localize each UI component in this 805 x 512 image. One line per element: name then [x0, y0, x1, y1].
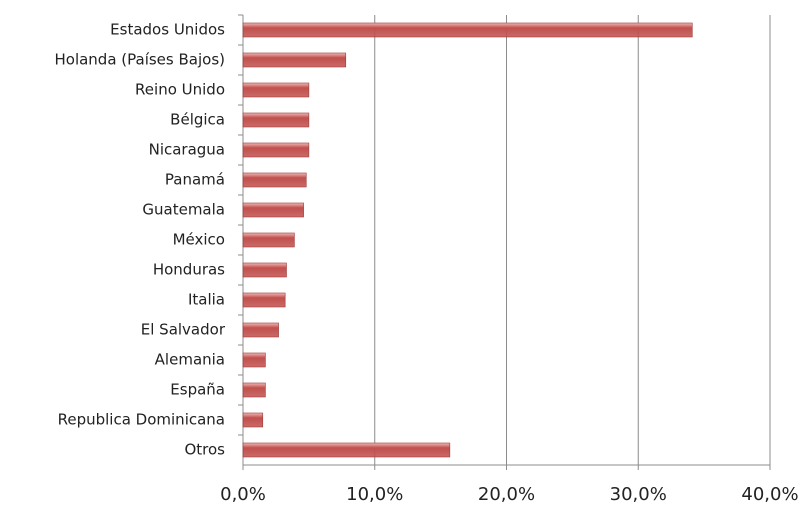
y-tick-label: México — [173, 231, 225, 249]
bar — [242, 262, 287, 278]
bar — [242, 232, 295, 248]
x-tick-label: 10,0% — [346, 484, 403, 505]
bar — [242, 22, 693, 38]
bar — [242, 52, 347, 68]
y-tick-label: Bélgica — [170, 111, 225, 129]
bar — [242, 412, 264, 428]
x-tick-label: 0,0% — [220, 484, 266, 505]
bar — [242, 292, 286, 308]
bar — [242, 82, 310, 98]
y-tick-label: Alemania — [155, 351, 225, 369]
y-tick-label: Reino Unido — [135, 81, 225, 99]
bar — [242, 172, 307, 188]
bar — [242, 442, 451, 458]
y-tick-label: Holanda (Países Bajos) — [54, 51, 225, 69]
y-tick-label: Italia — [188, 291, 225, 309]
bar — [242, 322, 279, 338]
y-tick-label: Nicaragua — [149, 141, 225, 159]
y-tick-label: Otros — [184, 441, 225, 459]
bar — [242, 352, 266, 368]
x-tick-label: 40,0% — [741, 484, 798, 505]
y-tick-label: Republica Dominicana — [58, 411, 225, 429]
y-tick-label: El Salvador — [141, 321, 226, 339]
y-tick-label: Panamá — [165, 171, 225, 189]
x-tick-label: 30,0% — [610, 484, 667, 505]
y-tick-label: Honduras — [153, 261, 225, 279]
y-tick-label: España — [170, 381, 225, 399]
bar — [242, 142, 310, 158]
x-tick-label: 20,0% — [478, 484, 535, 505]
y-tick-label: Estados Unidos — [110, 21, 225, 39]
bar — [242, 112, 310, 128]
bar — [242, 202, 304, 218]
bar — [242, 382, 266, 398]
y-tick-label: Guatemala — [142, 201, 225, 219]
